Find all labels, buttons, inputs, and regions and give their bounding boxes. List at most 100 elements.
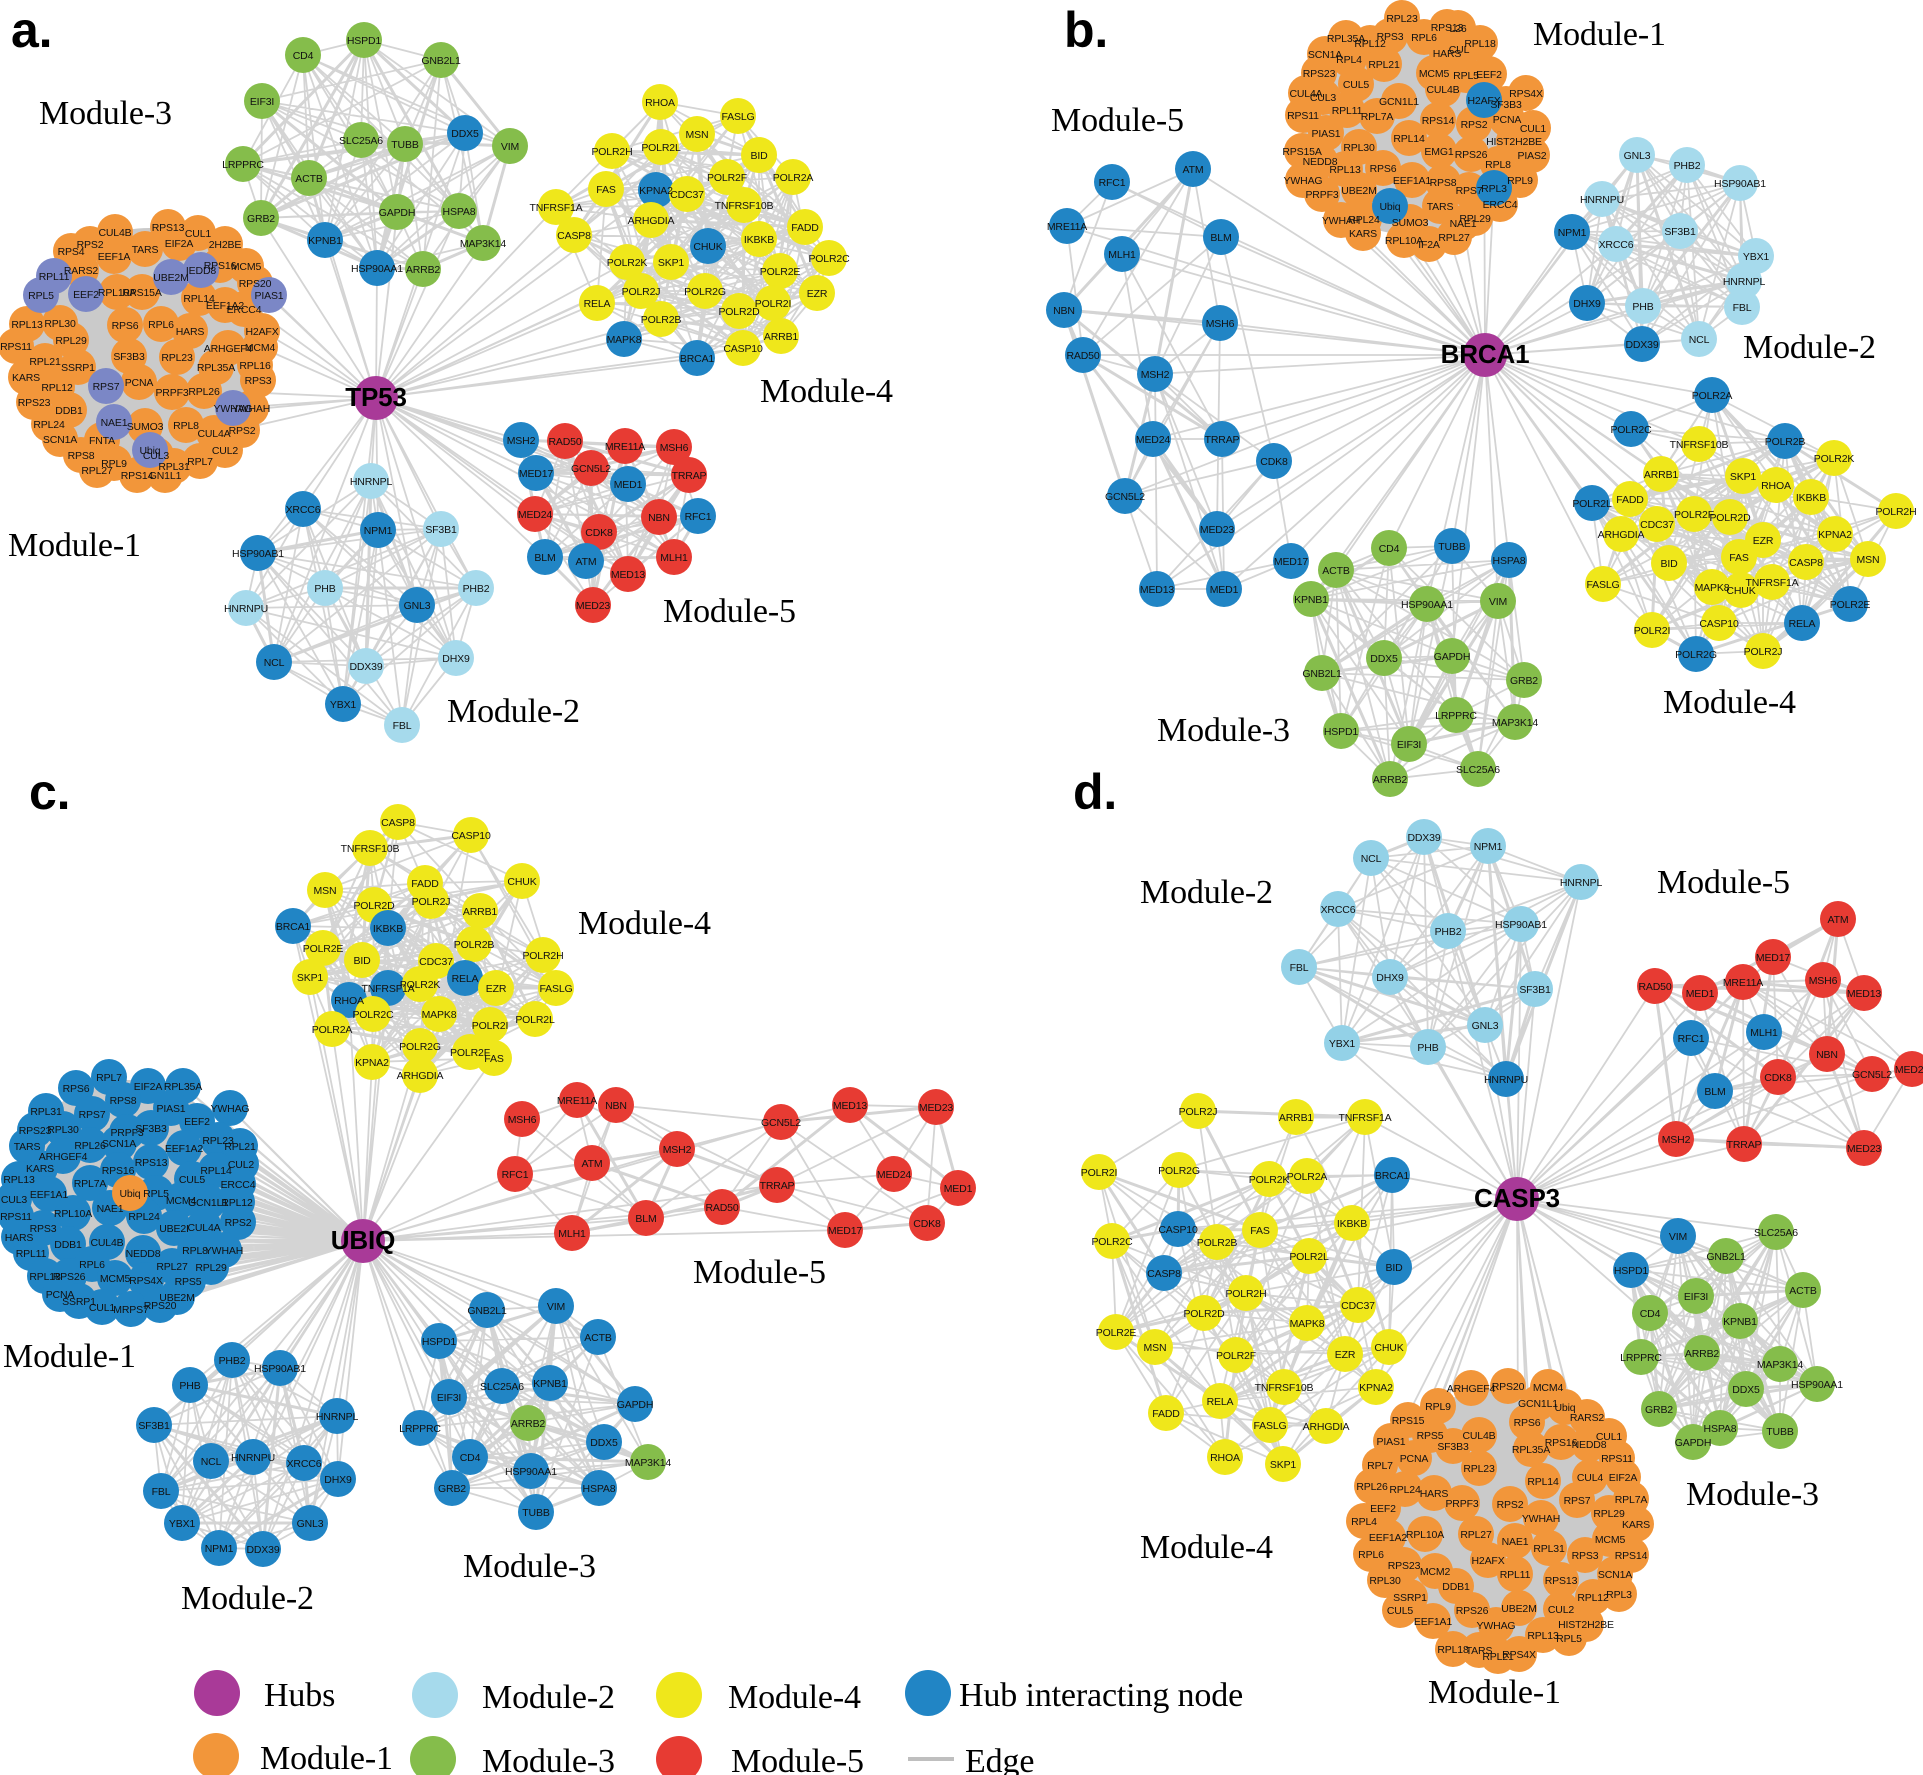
svg-text:MSH6: MSH6 [1206,318,1235,330]
svg-text:POLR2H: POLR2H [522,950,563,962]
svg-text:RPL23: RPL23 [161,352,193,364]
svg-text:POLR2I: POLR2I [1634,625,1670,637]
svg-text:RPL24: RPL24 [1348,214,1380,226]
svg-text:HNRNPU: HNRNPU [1484,1074,1528,1086]
svg-text:RPL7A: RPL7A [1615,1494,1648,1506]
svg-text:ARRB2: ARRB2 [511,1418,546,1430]
svg-text:PIAS1: PIAS1 [1376,1436,1405,1448]
svg-text:Hub interacting node: Hub interacting node [959,1677,1243,1714]
svg-text:FAS: FAS [596,184,616,196]
svg-text:RPL31: RPL31 [30,1106,62,1118]
svg-text:RARS2: RARS2 [1570,1412,1605,1424]
svg-text:RPL11: RPL11 [39,271,70,283]
svg-text:H2AFX: H2AFX [245,326,278,338]
svg-text:PHB: PHB [1632,301,1653,313]
svg-text:KPNB1: KPNB1 [1294,594,1328,606]
svg-text:UBE2M: UBE2M [159,1292,194,1304]
svg-text:Module-4: Module-4 [578,905,711,942]
svg-text:RPL9: RPL9 [101,458,127,470]
svg-text:MLH1: MLH1 [1108,249,1136,261]
svg-text:TUBB: TUBB [1438,541,1466,553]
svg-text:RPL12: RPL12 [41,382,73,394]
svg-text:ARRB2: ARRB2 [406,264,441,276]
svg-text:NBN: NBN [648,512,670,524]
svg-text:GNB2L1: GNB2L1 [421,55,461,67]
svg-text:MRPS7: MRPS7 [113,1304,149,1316]
svg-text:POLR2F: POLR2F [707,172,747,184]
svg-text:RPL13: RPL13 [3,1174,35,1186]
svg-text:PHB: PHB [179,1380,200,1392]
svg-text:RPL30: RPL30 [1369,1575,1401,1587]
svg-text:PHB: PHB [314,583,335,595]
svg-text:RPL18: RPL18 [1437,1644,1469,1656]
svg-text:POLR2J: POLR2J [412,896,451,908]
svg-text:TARS: TARS [1427,201,1454,213]
svg-text:TNFRSF10B: TNFRSF10B [715,200,774,212]
svg-text:IF2A: IF2A [1418,239,1440,251]
svg-text:POLR2G: POLR2G [1675,649,1717,661]
svg-text:EEF2: EEF2 [184,1116,210,1128]
svg-text:RPS26: RPS26 [53,1271,86,1283]
svg-text:CHUK: CHUK [507,876,536,888]
svg-text:MLH1: MLH1 [558,1228,586,1240]
svg-text:RPS2: RPS2 [77,239,104,251]
svg-text:RPS13: RPS13 [1545,1575,1578,1587]
svg-text:VIM: VIM [1489,596,1507,608]
svg-text:UBE2M: UBE2M [1341,185,1376,197]
svg-text:PHB2: PHB2 [219,1355,246,1367]
svg-text:POLR2B: POLR2B [1765,436,1806,448]
svg-text:CDC37: CDC37 [1640,519,1674,531]
svg-text:TRRAP: TRRAP [760,1180,795,1192]
svg-text:CUL4B: CUL4B [98,227,131,239]
svg-text:RFC1: RFC1 [1099,177,1126,189]
svg-text:NPM1: NPM1 [205,1543,234,1555]
svg-text:b.: b. [1064,2,1108,58]
svg-text:FBL: FBL [393,720,412,732]
svg-text:RARS2: RARS2 [64,265,99,277]
svg-text:KPNB1: KPNB1 [533,1378,567,1390]
svg-text:RPL10A: RPL10A [1406,1529,1444,1541]
svg-text:NBN: NBN [1816,1049,1838,1061]
svg-text:POLR2A: POLR2A [773,172,814,184]
svg-text:IEDD8: IEDD8 [186,265,216,277]
svg-text:KARS: KARS [1349,228,1377,240]
svg-text:EZR: EZR [1753,535,1774,547]
svg-text:RPS13: RPS13 [135,1157,168,1169]
svg-text:POLR2K: POLR2K [1814,453,1855,465]
svg-text:RPS15A: RPS15A [1282,146,1322,158]
svg-text:TARS: TARS [14,1141,41,1153]
svg-text:HSP90AA1: HSP90AA1 [505,1466,557,1478]
svg-text:RPS11: RPS11 [0,341,32,353]
svg-text:TRRAP: TRRAP [1727,1139,1762,1151]
svg-text:HNRNPL: HNRNPL [350,476,393,488]
svg-text:XRCC6: XRCC6 [286,504,321,516]
svg-text:SF3B3: SF3B3 [113,351,145,363]
svg-text:RPL23: RPL23 [202,1135,234,1147]
svg-text:CDK8: CDK8 [585,527,613,539]
svg-text:BRCA1: BRCA1 [1375,1170,1410,1182]
svg-text:POLR2E: POLR2E [1830,599,1871,611]
svg-text:RPL14: RPL14 [200,1165,232,1177]
svg-text:TRRAP: TRRAP [672,470,707,482]
svg-text:NCL: NCL [201,1456,222,1468]
svg-text:ERCC4: ERCC4 [1483,199,1518,211]
svg-text:SUMO3: SUMO3 [127,421,164,433]
svg-text:POLR2H: POLR2H [591,146,632,158]
svg-text:RPL29: RPL29 [1459,213,1491,225]
svg-text:RPL14: RPL14 [183,293,215,305]
svg-text:DDB1: DDB1 [54,1239,82,1251]
svg-text:RPL30: RPL30 [44,318,76,330]
svg-text:PRPF3: PRPF3 [110,1127,143,1139]
svg-text:GCN1L1: GCN1L1 [188,1197,228,1209]
svg-text:GNB2L1: GNB2L1 [1302,668,1342,680]
svg-text:HNRNPL: HNRNPL [1723,276,1766,288]
svg-text:MRE11A: MRE11A [557,1095,597,1107]
svg-text:UBIQ: UBIQ [331,1225,395,1255]
svg-text:NAE1: NAE1 [1450,218,1477,230]
svg-text:MED13: MED13 [833,1100,868,1112]
svg-text:ARRB1: ARRB1 [764,331,799,343]
svg-text:TNFRSF10B: TNFRSF10B [1255,1382,1314,1394]
svg-text:YWHAG: YWHAG [1284,175,1323,187]
svg-text:RPS4X: RPS4X [1502,1649,1536,1661]
svg-text:POLR2E: POLR2E [760,266,801,278]
